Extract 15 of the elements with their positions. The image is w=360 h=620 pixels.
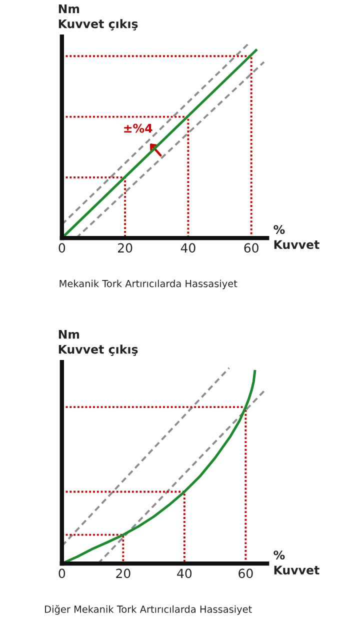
text: Mekanik Tork Artırıcılarda Hassasiyet [60, 280, 238, 290]
x-tick-label: 0 [58, 568, 66, 578]
y-axis-title: Nm Kuvvet çıkış [58, 330, 138, 356]
x-tick-label: 60 [244, 243, 258, 253]
x-axis-title: % Kuvvet [274, 225, 320, 250]
annotation: ±%4 [124, 124, 152, 133]
x-axis-title: % Kuvvet [274, 550, 320, 575]
y-axis-title: Nm Kuvvet çıkış [58, 4, 138, 30]
x-tick-label: 60 [238, 568, 253, 578]
x-tick-label: 40 [177, 568, 192, 578]
x-tick-label: 20 [116, 568, 130, 578]
x-tick-label: 20 [118, 243, 132, 253]
x-tick-label: 0 [58, 243, 66, 253]
text: Diğer Mekanik Tork Artırıcılarda Hassasiyet [45, 605, 252, 615]
x-tick-label: 40 [180, 243, 196, 253]
